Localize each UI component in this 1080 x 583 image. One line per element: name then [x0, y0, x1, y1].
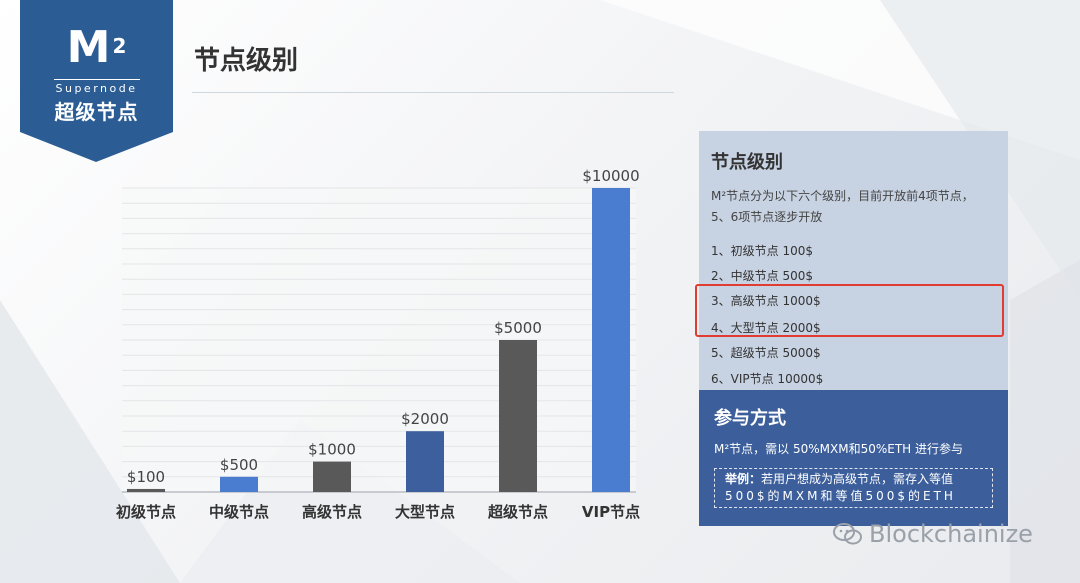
bar-0 — [127, 488, 165, 492]
bar-3 — [406, 431, 444, 492]
bar-value-label: $1000 — [308, 441, 356, 459]
watermark-text: Blockchainize — [869, 520, 1033, 548]
bar-5 — [592, 188, 630, 492]
level-item: 3、高级节点 1000$ — [711, 294, 821, 308]
category-label: VIP节点 — [582, 503, 640, 521]
category-label: 初级节点 — [116, 503, 176, 521]
participation-text: M²节点，需以 50%MXM和50%ETH 进行参与 — [714, 442, 964, 456]
bar-4 — [499, 340, 537, 492]
participation-heading: 参与方式 — [714, 408, 786, 429]
category-label: 超级节点 — [487, 503, 548, 521]
example-text-line2: 500$的MXM和等值500$的ETH — [725, 489, 956, 503]
page-title: 节点级别 — [194, 46, 299, 76]
highlight-box — [695, 284, 1004, 337]
level-item: 1、初级节点 100$ — [711, 244, 813, 258]
level-item: 4、大型节点 2000$ — [711, 321, 821, 335]
bar-value-label: $2000 — [401, 410, 449, 428]
example-text: 若用户想成为高级节点，需存入等值 — [761, 472, 954, 486]
category-label: 中级节点 — [209, 503, 269, 521]
title-divider — [192, 92, 674, 93]
panel-description: M²节点分为以下六个级别，目前开放前4项节点，5、6项节点逐步开放 — [711, 189, 974, 224]
bar-value-label: $500 — [220, 456, 258, 474]
bar-value-label: $10000 — [582, 167, 639, 185]
level-item: 2、中级节点 500$ — [711, 269, 813, 283]
category-label: 高级节点 — [302, 503, 362, 521]
bar-1 — [220, 476, 258, 492]
bar-2 — [313, 461, 351, 492]
level-info-panel: 节点级别 M²节点分为以下六个级别，目前开放前4项节点，5、6项节点逐步开放 1… — [699, 131, 1008, 390]
logo-english: Supernode — [55, 82, 138, 95]
bar-value-label: $5000 — [494, 319, 542, 337]
wechat-icon — [833, 523, 862, 545]
logo-chinese: 超级节点 — [54, 100, 139, 124]
level-item: 5、超级节点 5000$ — [711, 346, 821, 360]
logo-divider — [54, 79, 140, 80]
watermark: Blockchainize — [833, 520, 1033, 548]
example-label: 举例： — [725, 472, 762, 486]
bar-value-label: $100 — [127, 468, 165, 486]
example-box: 举例：若用户想成为高级节点，需存入等值 500$的MXM和等值500$的ETH — [714, 468, 993, 508]
level-item: 6、VIP节点 10000$ — [711, 372, 824, 386]
panel-heading: 节点级别 — [711, 152, 783, 173]
participation-panel: 参与方式 M²节点，需以 50%MXM和50%ETH 进行参与 举例：若用户想成… — [699, 390, 1008, 526]
category-label: 大型节点 — [395, 503, 455, 521]
